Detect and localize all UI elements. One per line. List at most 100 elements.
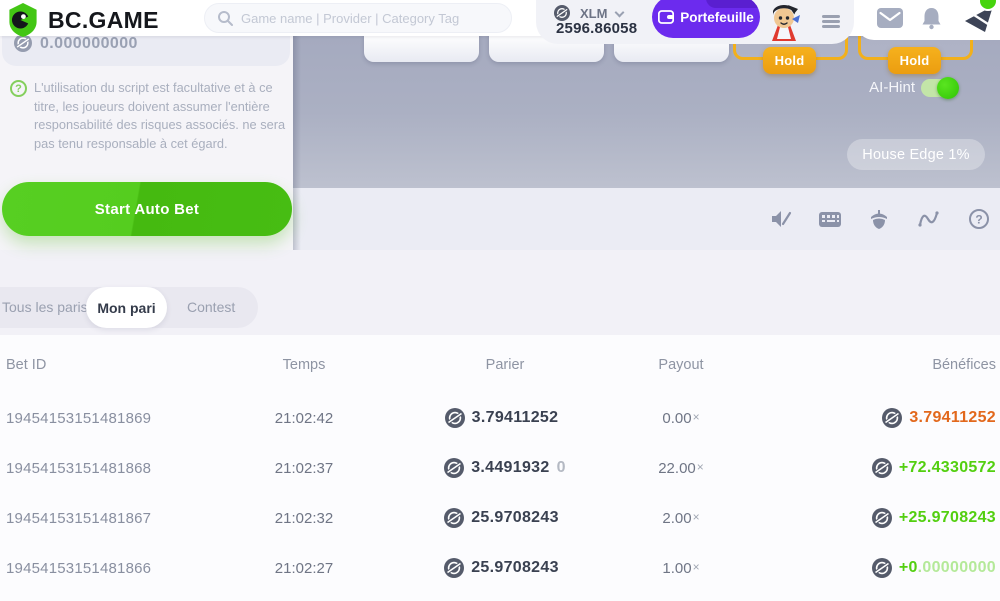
col-bet-id: Bet ID <box>6 357 47 373</box>
promotions-flag-icon[interactable] <box>964 5 996 38</box>
bet-amount: 3.79411252 <box>471 409 559 426</box>
history-tabs: Tous les paris Mon pari Contest <box>0 287 258 328</box>
table-row[interactable]: 19454153151481866 21:02:27 25.9708243 1.… <box>0 543 1000 593</box>
profit-cell: 3.79411252 <box>882 393 996 443</box>
ai-hint-toggle[interactable] <box>921 77 959 99</box>
table-row[interactable]: 19454153151481868 21:02:37 3.4491932 0 22… <box>0 443 1000 493</box>
profit-value: +0.00000000 <box>899 559 996 577</box>
house-edge-badge: House Edge 1% <box>847 139 985 170</box>
disclaimer-text: L'utilisation du script est facultative … <box>34 80 286 151</box>
bet-amount: 25.9708243 <box>471 509 559 526</box>
multiplier-symbol: × <box>692 560 700 574</box>
tab-contest[interactable]: Contest <box>187 299 236 315</box>
time-cell: 21:02:42 <box>274 409 334 427</box>
game-toolbar <box>293 188 1000 250</box>
tab-all-bets[interactable]: Tous les paris <box>2 299 88 315</box>
panel-divider-shadow <box>293 36 301 250</box>
bet-amount-cell: 25.9708243 <box>405 493 605 543</box>
bet-amount-muted: 0 <box>556 459 566 476</box>
fairness-acorn-icon[interactable] <box>867 207 891 231</box>
amount-value: 0.000000000 <box>40 35 138 52</box>
search-icon <box>217 10 233 26</box>
table-header-row: Bet ID Temps Parier Payout Bénéfices <box>0 352 1000 378</box>
wallet-button[interactable]: Portefeuille <box>652 0 760 38</box>
bet-amount-cell: 3.79411252 <box>405 393 605 443</box>
payout-cell: 1.00 × <box>631 543 731 593</box>
bcgame-shield-icon <box>6 1 40 39</box>
xlm-coin-icon <box>871 458 892 478</box>
wallet-icon <box>658 10 675 24</box>
table-row[interactable]: 19454153151481867 21:02:32 25.9708243 2.… <box>0 493 1000 543</box>
hold-button-2[interactable]: Hold <box>888 47 941 74</box>
toggle-knob <box>937 77 959 99</box>
account-cluster: XLM 2596.86058 Portefeuille <box>536 0 854 44</box>
bet-amount-cell: 3.4491932 0 <box>405 443 605 493</box>
avatar[interactable] <box>764 1 804 43</box>
xlm-coin-icon <box>444 458 465 478</box>
xlm-coin-icon <box>554 5 570 21</box>
profit-main: +72.4330572 <box>898 459 996 476</box>
time-cell: 21:02:32 <box>274 509 334 527</box>
col-profit: Bénéfices <box>932 357 996 373</box>
multiplier-symbol: × <box>696 460 704 474</box>
xlm-coin-icon <box>444 508 465 528</box>
hamburger-menu-icon[interactable] <box>822 15 840 28</box>
xlm-coin-icon <box>871 508 892 528</box>
time-cell: 21:02:27 <box>274 559 334 577</box>
col-payout: Payout <box>658 357 704 373</box>
profit-main: +0 <box>898 559 918 576</box>
bet-history-section: Tous les paris Mon pari Contest Bet ID T… <box>0 250 1000 601</box>
payout-cell: 22.00 × <box>631 443 731 493</box>
notifications-bell-icon[interactable] <box>921 7 942 35</box>
payout-value: 0.00 <box>662 409 692 427</box>
wallet-button-corner <box>706 0 760 8</box>
bet-id-cell: 19454153151481867 <box>6 509 152 527</box>
hold-button-1[interactable]: Hold <box>763 47 816 74</box>
question-circle-icon: ? <box>10 80 27 97</box>
profit-muted: .00000000 <box>917 559 996 576</box>
xlm-coin-icon <box>882 408 903 428</box>
logo[interactable]: BC.GAME <box>6 0 159 40</box>
profit-cell: +0.00000000 <box>871 543 996 593</box>
table-rows: 19454153151481869 21:02:42 3.79411252 0.… <box>0 393 1000 593</box>
balance-value: 2596.86058 <box>556 20 638 37</box>
svg-text:?: ? <box>975 213 982 227</box>
col-bet: Parier <box>485 357 525 373</box>
payout-cell: 2.00 × <box>631 493 731 543</box>
bet-amount: 25.9708243 <box>471 559 559 576</box>
currency-selector[interactable]: XLM <box>554 4 650 40</box>
payout-value: 22.00 <box>658 459 696 477</box>
help-icon[interactable]: ? <box>967 207 991 231</box>
table-row[interactable]: 19454153151481869 21:02:42 3.79411252 0.… <box>0 393 1000 443</box>
payout-value: 1.00 <box>662 559 692 577</box>
profit-cell: +72.4330572 <box>871 443 996 493</box>
tab-my-bets[interactable]: Mon pari <box>86 287 167 328</box>
bet-amount-cell: 25.9708243 <box>405 543 605 593</box>
profit-value: +25.9708243 <box>899 509 996 527</box>
col-time: Temps <box>282 357 326 373</box>
search-bar[interactable] <box>204 3 512 33</box>
bet-id-cell: 19454153151481866 <box>6 559 152 577</box>
keyboard-icon[interactable] <box>818 207 842 231</box>
xlm-coin-icon <box>444 408 465 428</box>
xlm-coin-icon <box>871 558 892 578</box>
multiplier-symbol: × <box>692 510 700 524</box>
multiplier-symbol: × <box>692 410 700 424</box>
chevron-down-icon <box>614 7 625 18</box>
profit-main: +25.9708243 <box>898 509 996 526</box>
profit-main: 3.79411252 <box>909 409 996 426</box>
ai-hint-label: AI-Hint <box>869 79 915 96</box>
logo-text: BC.GAME <box>48 6 159 33</box>
xlm-coin-icon <box>444 558 465 578</box>
search-input[interactable] <box>241 10 499 26</box>
xlm-coin-icon <box>14 34 32 52</box>
bet-table-surface <box>0 335 1000 601</box>
live-stats-icon[interactable] <box>917 207 941 231</box>
start-auto-bet-button[interactable]: Start Auto Bet <box>2 182 292 236</box>
payout-value: 2.00 <box>662 509 692 527</box>
time-cell: 21:02:37 <box>274 459 334 477</box>
messages-envelope-icon[interactable] <box>877 8 903 33</box>
sound-muted-icon[interactable] <box>769 207 793 231</box>
bet-id-cell: 19454153151481869 <box>6 409 152 427</box>
currency-code: XLM <box>580 6 608 21</box>
